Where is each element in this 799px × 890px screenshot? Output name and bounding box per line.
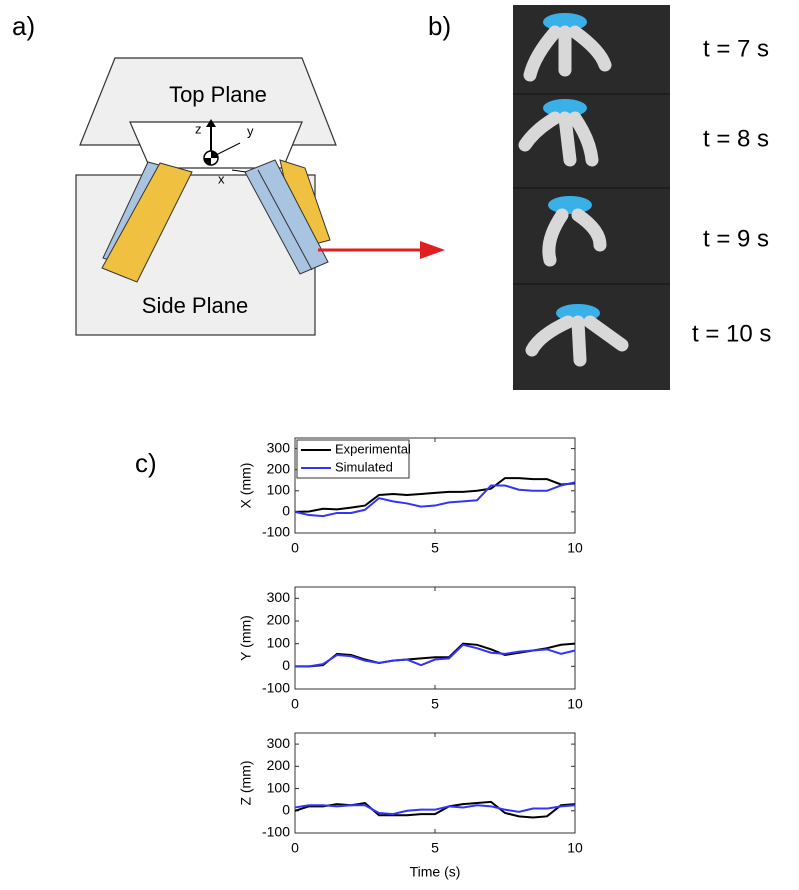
- time-label: t = 8 s: [703, 125, 769, 152]
- y-tick-label: -100: [262, 524, 290, 540]
- y-tick-label: 0: [282, 503, 290, 519]
- figure: a) b) c) Top Plane Side Plane z y x: [0, 0, 799, 890]
- y-tick-label: -100: [262, 824, 290, 840]
- x-tick-label: 10: [567, 696, 583, 712]
- y-tick-label: 0: [282, 801, 290, 817]
- x-tick-label: 0: [291, 540, 299, 556]
- side-plane-label: Side Plane: [142, 293, 248, 318]
- x-tick-label: 0: [291, 696, 299, 712]
- arrow-head: [420, 241, 445, 259]
- panel-label: a): [12, 11, 35, 41]
- photos: t = 7 s t = 8 s t = 9 s t = 10 s: [513, 5, 771, 390]
- y-tick-label: 200: [267, 612, 291, 628]
- y-tick-label: 200: [267, 757, 291, 773]
- plot-area: [295, 587, 575, 689]
- y-tick-label: 100: [267, 634, 291, 650]
- y-tick-label: 100: [267, 779, 291, 795]
- panel-label: c): [135, 448, 157, 478]
- x-tick-label: 0: [291, 840, 299, 856]
- axis-label: x: [218, 171, 225, 186]
- y-axis-label: Y (mm): [238, 615, 254, 661]
- legend-label: Experimental: [335, 441, 411, 456]
- y-tick-label: 200: [267, 460, 291, 476]
- legend-label: Simulated: [335, 459, 393, 474]
- y-axis-label: Z (mm): [238, 760, 254, 805]
- time-label: t = 7 s: [703, 35, 769, 62]
- y-tick-label: 300: [267, 735, 291, 751]
- y-tick-label: 300: [267, 439, 291, 455]
- time-label: t = 9 s: [703, 225, 769, 252]
- y-tick-label: 0: [282, 657, 290, 673]
- axis-label: z: [195, 121, 202, 136]
- x-tick-label: 10: [567, 840, 583, 856]
- x-tick-label: 5: [431, 696, 439, 712]
- x-axis-label: Time (s): [410, 864, 461, 880]
- x-tick-label: 10: [567, 540, 583, 556]
- axis-label: y: [247, 123, 254, 138]
- diagram: Top Plane Side Plane z y x: [76, 58, 445, 335]
- time-label: t = 10 s: [692, 320, 771, 347]
- panel-label: b): [428, 11, 451, 41]
- x-tick-label: 5: [431, 540, 439, 556]
- y-axis-label: X (mm): [238, 463, 254, 509]
- axis-arrow: [232, 170, 246, 172]
- y-tick-label: 100: [267, 481, 291, 497]
- top-plane-label: Top Plane: [169, 82, 267, 107]
- x-tick-label: 5: [431, 840, 439, 856]
- y-tick-label: 300: [267, 589, 291, 605]
- y-tick-label: -100: [262, 680, 290, 696]
